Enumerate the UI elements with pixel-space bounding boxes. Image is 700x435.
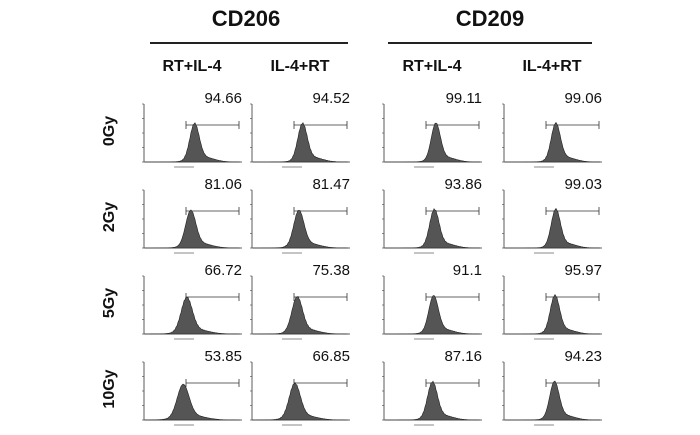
percent-positive-label: 99.03 — [564, 176, 602, 193]
histogram-plot — [382, 189, 482, 254]
histogram-peak — [505, 207, 601, 249]
column-label: RT+IL-4 — [402, 58, 462, 75]
percent-positive-label: 66.85 — [312, 348, 350, 365]
histogram-plot — [142, 361, 242, 426]
histogram-panel: 75.38 — [248, 262, 352, 344]
group-title-cd206: CD206 — [211, 6, 281, 31]
histogram-panel: 95.97 — [500, 262, 604, 344]
percent-positive-label: 81.06 — [204, 176, 242, 193]
histogram-peak — [253, 296, 349, 335]
percent-positive-label: 93.86 — [444, 176, 482, 193]
histogram-plot — [502, 103, 602, 168]
histogram-peak — [385, 122, 481, 163]
row-label-2gy: 2Gy — [101, 201, 118, 233]
column-label: IL-4+RT — [270, 58, 330, 75]
histogram-panel: 66.72 — [140, 262, 244, 344]
percent-positive-label: 53.85 — [204, 348, 242, 365]
percent-positive-label: 75.38 — [312, 262, 350, 279]
gate-marker — [293, 379, 348, 387]
gate-marker — [185, 293, 240, 301]
histogram-plot — [502, 275, 602, 340]
gate-marker — [293, 207, 348, 215]
percent-positive-label: 94.52 — [312, 90, 350, 107]
percent-positive-label: 99.06 — [564, 90, 602, 107]
histogram-plot — [142, 275, 242, 340]
histogram-peak — [385, 295, 481, 335]
histogram-peak — [385, 208, 481, 249]
histogram-panel: 99.03 — [500, 176, 604, 258]
histogram-plot — [502, 189, 602, 254]
histogram-plot — [382, 275, 482, 340]
histogram-plot — [382, 103, 482, 168]
histogram-peak — [252, 382, 349, 421]
histogram-plot — [382, 361, 482, 426]
histogram-panel: 94.66 — [140, 90, 244, 172]
percent-positive-label: 95.97 — [564, 262, 602, 279]
histogram-peak — [253, 122, 349, 163]
histogram-panel: 99.06 — [500, 90, 604, 172]
histogram-plot — [502, 361, 602, 426]
percent-positive-label: 87.16 — [444, 348, 482, 365]
histogram-plot — [142, 189, 242, 254]
histogram-plot — [142, 103, 242, 168]
histogram-panel: 81.06 — [140, 176, 244, 258]
histogram-peak — [145, 209, 241, 249]
percent-positive-label: 94.23 — [564, 348, 602, 365]
group-title-cd209: CD209 — [455, 6, 525, 31]
percent-positive-label: 94.66 — [204, 90, 242, 107]
histogram-peak — [144, 296, 241, 335]
percent-positive-label: 66.72 — [204, 262, 242, 279]
histogram-plot — [250, 361, 350, 426]
histogram-panel: 91.1 — [380, 262, 484, 344]
histogram-panel: 81.47 — [248, 176, 352, 258]
histogram-plot — [250, 275, 350, 340]
histogram-peak — [505, 293, 601, 335]
histogram-peak — [505, 380, 601, 421]
column-label: IL-4+RT — [522, 58, 582, 75]
histogram-peak — [144, 383, 241, 421]
gate-marker — [185, 207, 240, 215]
histogram-peak — [385, 380, 481, 421]
row-label-10gy: 10Gy — [101, 369, 118, 409]
histogram-panel: 87.16 — [380, 348, 484, 430]
percent-positive-label: 91.1 — [452, 262, 482, 279]
row-label-5gy: 5Gy — [101, 287, 118, 319]
histogram-panel: 93.86 — [380, 176, 484, 258]
column-label: RT+IL-4 — [162, 58, 222, 75]
gate-marker — [425, 379, 480, 387]
histogram-plot — [250, 103, 350, 168]
gate-marker — [293, 293, 348, 301]
gate-marker — [185, 379, 240, 387]
histogram-panel: 53.85 — [140, 348, 244, 430]
percent-positive-label: 81.47 — [312, 176, 350, 193]
histogram-peak — [145, 122, 241, 163]
histogram-panel: 66.85 — [248, 348, 352, 430]
histogram-panel: 94.23 — [500, 348, 604, 430]
group-rule — [150, 42, 348, 44]
percent-positive-label: 99.11 — [445, 90, 482, 107]
row-label-0gy: 0Gy — [101, 115, 118, 147]
histogram-panel: 99.11 — [380, 90, 484, 172]
histogram-peak — [505, 121, 601, 163]
histogram-panel: 94.52 — [248, 90, 352, 172]
histogram-plot — [250, 189, 350, 254]
histogram-peak — [253, 210, 349, 249]
group-rule — [388, 42, 592, 44]
